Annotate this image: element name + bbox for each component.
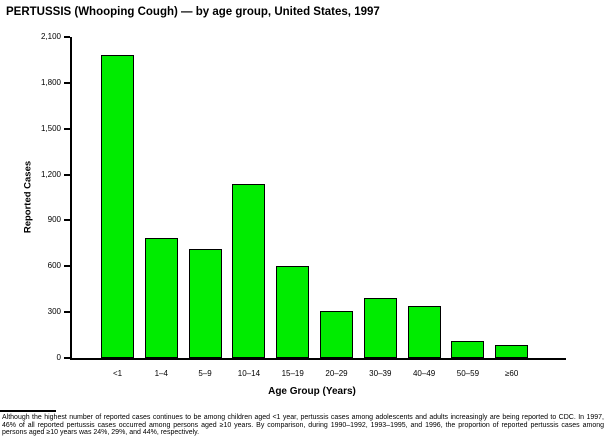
bar-40–49 xyxy=(407,306,441,358)
y-tick-mark xyxy=(64,36,70,38)
x-tick-label: 10–14 xyxy=(237,369,261,378)
bar-30–39 xyxy=(363,298,397,358)
x-tick-label: 5–9 xyxy=(198,369,212,378)
x-tick-label: ≥60 xyxy=(505,369,519,378)
y-tick-label: 300 xyxy=(47,307,61,317)
y-tick-mark xyxy=(64,265,70,268)
bar-15–19 xyxy=(276,266,310,358)
y-tick-label: 600 xyxy=(47,261,61,271)
y-tick-mark xyxy=(64,127,70,130)
y-tick-mark xyxy=(64,219,70,222)
bar-<1 xyxy=(101,55,134,358)
x-axis-title: Age Group (Years) xyxy=(268,386,356,397)
x-tick-label: 20–29 xyxy=(325,369,348,378)
x-tick-label: 1–4 xyxy=(154,369,168,378)
bar-1–4 xyxy=(144,238,178,358)
x-tick-label: 15–19 xyxy=(281,369,304,378)
y-tick-label: 900 xyxy=(47,215,61,225)
plot-area xyxy=(70,37,566,360)
y-tick-mark xyxy=(64,311,70,314)
y-tick-mark xyxy=(64,173,70,176)
bar-50–59 xyxy=(451,341,485,358)
y-tick-mark xyxy=(64,357,70,359)
x-tick-label: 50–59 xyxy=(456,369,480,378)
x-tick-label: 40–49 xyxy=(412,369,436,378)
footnote-text: Although the highest number of reported … xyxy=(2,414,604,437)
bar-20–29 xyxy=(320,311,353,358)
y-tick-label: 1,800 xyxy=(40,77,61,87)
footnote-separator-rule xyxy=(0,410,56,412)
y-tick-label: 1,500 xyxy=(40,123,61,133)
bar-5–9 xyxy=(188,249,222,358)
bar-10–14 xyxy=(232,183,266,358)
y-tick-label: 0 xyxy=(56,353,61,362)
y-tick-label: 1,200 xyxy=(40,169,61,179)
bar-≥60 xyxy=(495,345,529,358)
x-tick-label: <1 xyxy=(112,369,123,378)
y-tick-mark xyxy=(64,81,70,84)
y-tick-label: 2,100 xyxy=(40,32,61,41)
chart-title: PERTUSSIS (Whooping Cough) — by age grou… xyxy=(6,6,380,18)
x-tick-label: 30–39 xyxy=(369,369,392,378)
